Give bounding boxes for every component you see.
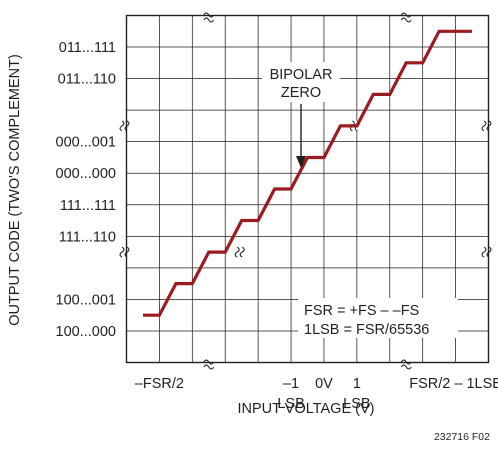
- staircase-line: [143, 29, 472, 317]
- y-tick-labels: 011...111 011...110 000...001 000...000 111.…: [56, 40, 116, 340]
- axis-break-mark: [481, 120, 487, 132]
- plot-frame: [125, 14, 490, 364]
- y-tick-label: 000...000: [56, 166, 116, 182]
- formula-line-1: FSR = +FS – –FS: [304, 303, 419, 319]
- x-tick-label: FSR/2 – 1LSB: [409, 376, 498, 392]
- x-tick-label: 0V: [315, 376, 333, 392]
- formula-backdrop: [298, 298, 458, 338]
- annotation-line-2: ZERO: [281, 85, 321, 101]
- y-tick-label: 011...111: [59, 40, 116, 56]
- x-tick-labels: –FSR/2 –1 LSB 0V 1 LSB FSR/2 – 1LSB: [135, 376, 498, 412]
- annotation-backdrop: [262, 62, 340, 102]
- x-tick-label-sub: LSB: [343, 396, 370, 412]
- x-tick-label: –1: [283, 376, 299, 392]
- staircase-series: [143, 29, 472, 317]
- x-tick-label: 1: [353, 376, 361, 392]
- x-tick-label-sub: LSB: [277, 396, 304, 412]
- x-axis-label: INPUT VOLTAGE (V): [238, 401, 375, 417]
- formula-line-2: 1LSB = FSR/65536: [304, 322, 429, 338]
- y-tick-label: 100...000: [56, 324, 116, 340]
- y-axis-label: OUTPUT CODE (TWO'S COMPLEMENT): [7, 54, 23, 326]
- y-tick-label: 100...001: [56, 292, 116, 308]
- axis-break-mark: [481, 246, 487, 258]
- axis-break-mark: [400, 17, 412, 23]
- y-tick-label: 111...110: [59, 229, 116, 245]
- axis-break-mark: [203, 364, 215, 370]
- y-tick-label: 111...111: [60, 198, 116, 214]
- axis-break-mark: [239, 246, 245, 258]
- annotation-line-1: BIPOLAR: [270, 67, 333, 83]
- axis-break-mark: [119, 246, 125, 258]
- annotation-arrow-head: [296, 156, 306, 168]
- x-tick-label: –FSR/2: [135, 376, 184, 392]
- figure-id: 232716 F02: [434, 431, 490, 443]
- axis-break-mark: [119, 120, 125, 132]
- axis-break-mark: [203, 17, 215, 23]
- axis-break-mark: [234, 246, 240, 258]
- y-tick-label: 000...001: [56, 135, 116, 151]
- y-tick-label: 011...110: [58, 72, 116, 88]
- axis-break-mark: [400, 364, 412, 370]
